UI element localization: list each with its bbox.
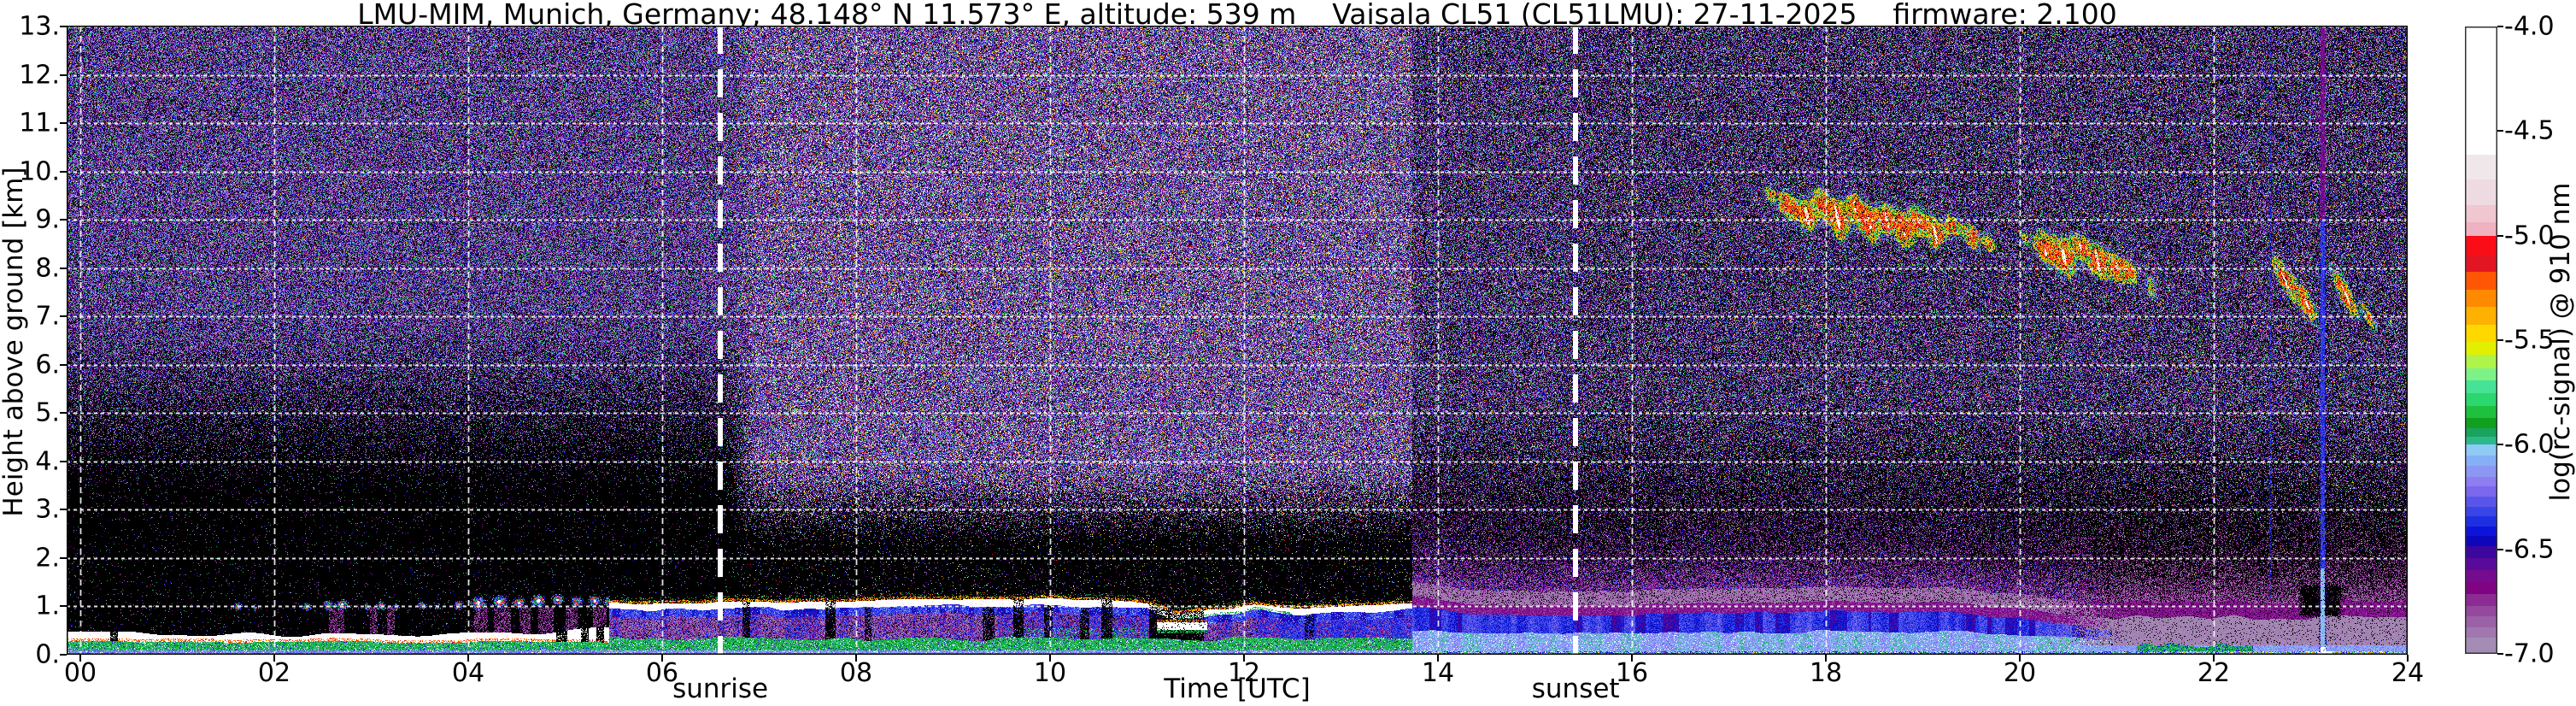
x-tick-label: 16 [1615,658,1649,688]
x-tick-label: 10 [1033,658,1067,688]
colorbar-tick-mark [2497,130,2503,132]
x-tick-mark [2213,655,2215,662]
x-tick-mark [1049,655,1051,662]
y-tick-mark [60,605,67,608]
y-tick-mark [60,170,67,173]
x-tick-mark [467,655,469,662]
colorbar-tick-label: -4.0 [2504,11,2555,42]
y-tick-label: 4. [35,446,60,477]
y-tick-mark [60,315,67,318]
y-tick-label: 2. [35,543,60,574]
y-tick-mark [60,509,67,511]
colorbar-tick-mark [2497,339,2503,341]
y-tick-mark [60,74,67,76]
colorbar-tick-label: -7.0 [2504,638,2555,669]
x-tick-label: 18 [1809,658,1843,688]
x-tick-mark [2407,655,2409,662]
x-tick-mark [1631,655,1633,662]
x-tick-label: 04 [451,658,485,688]
y-tick-label: 13. [19,11,60,42]
sunrise-annotation: sunrise [672,674,769,704]
colorbar-tick-mark [2497,653,2503,655]
y-tick-mark [60,654,67,656]
colorbar-tick-label: -4.5 [2504,115,2555,146]
x-axis-label: Time [UTC] [1164,674,1311,704]
y-tick-mark [60,122,67,125]
colorbar-tick-mark [2497,26,2503,27]
y-tick-label: 9. [35,204,60,235]
x-tick-label: 14 [1421,658,1455,688]
x-tick-mark [855,655,857,662]
colorbar-tick-label: -5.0 [2504,221,2555,251]
sunset-annotation: sunset [1531,674,1620,704]
x-tick-mark [1243,655,1245,662]
y-tick-label: 1. [35,591,60,621]
colorbar [2465,26,2497,654]
x-tick-mark [273,655,275,662]
x-tick-label: 02 [257,658,291,688]
x-tick-label: 06 [645,658,679,688]
y-tick-label: 7. [35,301,60,332]
y-tick-label: 8. [35,253,60,284]
y-tick-label: 10. [19,156,60,187]
y-tick-label: 11. [19,108,60,138]
chart-title: LMU-MIM, Munich, Germany; 48.148° N 11.5… [357,0,2117,31]
x-tick-mark [2019,655,2021,662]
colorbar-tick-mark [2497,548,2503,550]
colorbar-tick-label: -6.0 [2504,429,2555,460]
y-tick-mark [60,219,67,221]
y-tick-label: 0. [35,639,60,670]
x-tick-mark [661,655,663,662]
x-tick-label: 00 [63,658,97,688]
x-tick-mark [79,655,81,662]
colorbar-tick-mark [2497,444,2503,446]
y-tick-mark [60,556,67,559]
plot-canvas [67,26,2408,655]
x-tick-mark [1437,655,1439,662]
y-tick-mark [60,267,67,269]
y-tick-label: 12. [19,60,60,91]
y-tick-mark [60,25,67,27]
colorbar-tick-label: -6.5 [2504,534,2555,565]
colorbar-tick-mark [2497,234,2503,237]
x-tick-label: 20 [2003,658,2037,688]
y-tick-label: 5. [35,397,60,428]
x-tick-label: 24 [2391,658,2425,688]
y-tick-mark [60,460,67,462]
y-tick-label: 3. [35,494,60,525]
x-tick-mark [1825,655,1827,662]
y-tick-label: 6. [35,350,60,380]
y-tick-mark [60,363,67,366]
x-tick-label: 12 [1227,658,1261,688]
x-tick-label: 22 [2197,658,2231,688]
y-tick-mark [60,412,67,415]
colorbar-tick-label: -5.5 [2504,325,2555,356]
x-tick-label: 08 [839,658,873,688]
